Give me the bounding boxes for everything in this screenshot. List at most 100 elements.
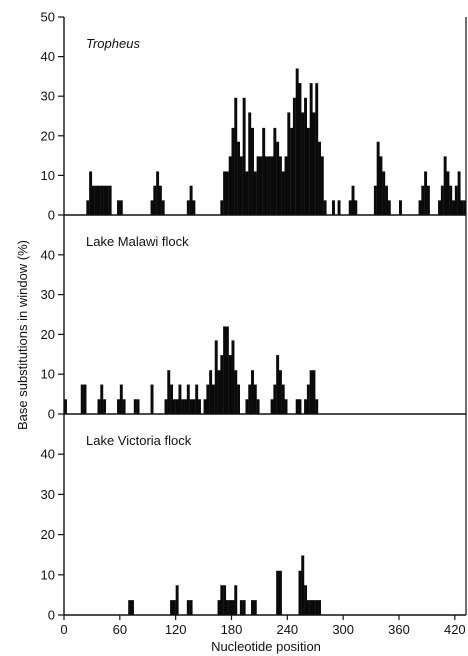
bar: [306, 127, 310, 215]
bar: [421, 185, 425, 215]
y-tick-label: 40: [41, 247, 55, 262]
panel-title: Tropheus: [86, 36, 140, 51]
bar: [426, 185, 430, 215]
bar: [64, 399, 67, 414]
bar: [83, 384, 87, 414]
bar: [281, 171, 285, 215]
y-tick-label: 20: [41, 327, 55, 342]
bar: [189, 185, 193, 215]
bar: [239, 600, 243, 615]
x-tick-label: 240: [276, 622, 298, 637]
x-tick-label: 180: [221, 622, 243, 637]
bar: [440, 185, 444, 215]
bar: [278, 156, 282, 215]
bar: [276, 141, 280, 215]
bar: [292, 97, 296, 215]
bar: [133, 399, 137, 414]
bar: [312, 370, 316, 414]
bar: [175, 585, 179, 615]
bar: [387, 200, 391, 215]
bar: [237, 141, 241, 215]
y-tick-label: 20: [41, 128, 55, 143]
bar: [446, 171, 450, 215]
y-axis-title: Base substitutions in window (%): [15, 240, 30, 430]
bar: [234, 97, 238, 215]
y-tick-label: 0: [48, 208, 55, 223]
bar: [97, 185, 101, 215]
bar: [295, 68, 299, 215]
bar: [351, 185, 355, 215]
bar: [217, 600, 221, 615]
bar: [186, 200, 190, 215]
bar: [167, 370, 171, 414]
bar: [253, 171, 257, 215]
bar: [220, 355, 224, 414]
bar: [251, 600, 254, 615]
bar: [192, 200, 196, 215]
bar: [211, 384, 215, 414]
bar: [298, 570, 302, 615]
bar: [117, 200, 120, 215]
y-tick-label: 40: [41, 447, 55, 462]
bar: [164, 399, 168, 414]
x-tick-label: 120: [165, 622, 187, 637]
bar: [418, 200, 422, 215]
y-tick-label: 30: [41, 487, 55, 502]
bar: [354, 200, 358, 215]
bar: [248, 384, 252, 414]
bar: [186, 600, 190, 615]
bar: [457, 171, 461, 215]
bar: [122, 399, 126, 414]
bar: [452, 200, 455, 215]
bar: [262, 127, 266, 215]
bar: [100, 185, 104, 215]
panel-1: 0 10 20 30 40 50 Tropheus: [41, 10, 467, 223]
bar: [192, 399, 196, 414]
bar: [206, 384, 210, 414]
y-tick-label: 10: [41, 367, 55, 382]
bar: [100, 384, 104, 414]
bar: [278, 370, 282, 414]
bar: [186, 384, 190, 414]
bar: [161, 200, 165, 215]
bar: [228, 156, 232, 215]
bar: [251, 370, 254, 414]
bar: [256, 399, 260, 414]
x-axis-title: Nucleotide position: [211, 639, 321, 654]
bar: [312, 112, 316, 215]
bar: [256, 156, 260, 215]
panel-title: Lake Victoria flock: [86, 433, 192, 448]
x-axis: 0 60 120 180 240 300 360 420: [60, 615, 466, 637]
x-tick-label: 60: [113, 622, 127, 637]
bar: [312, 600, 316, 615]
bar: [178, 384, 182, 414]
bar: [273, 384, 277, 414]
bar: [320, 156, 324, 215]
bar: [225, 600, 229, 615]
bar: [239, 156, 243, 215]
bar: [318, 141, 321, 215]
bar: [424, 171, 428, 215]
x-tick-label: 0: [60, 622, 67, 637]
bar: [304, 585, 308, 615]
bar: [170, 384, 174, 414]
bar: [295, 399, 299, 414]
bar: [259, 156, 263, 215]
bar: [223, 326, 227, 414]
bar: [203, 399, 207, 414]
bar: [454, 185, 458, 215]
bar: [290, 127, 294, 215]
bar: [298, 399, 302, 414]
y-tick-label: 0: [48, 407, 55, 422]
bar: [309, 370, 313, 414]
bar: [379, 156, 383, 215]
x-tick-label: 360: [388, 622, 410, 637]
bar: [105, 185, 109, 215]
bar: [315, 399, 319, 414]
bar: [86, 200, 90, 215]
bar: [281, 384, 285, 414]
bar: [223, 171, 227, 215]
bar: [385, 185, 388, 215]
bar: [131, 600, 134, 615]
